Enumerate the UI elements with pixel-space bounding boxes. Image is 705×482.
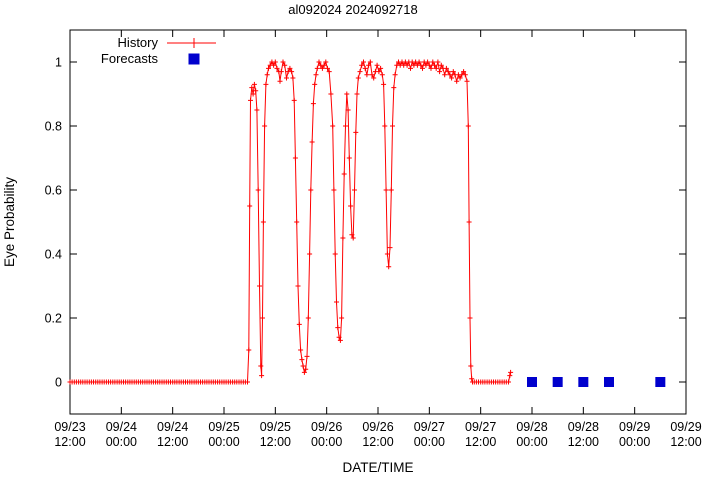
forecast-series bbox=[527, 377, 666, 387]
legend-forecasts-square-sample bbox=[188, 53, 200, 65]
y-tick-label: 0.2 bbox=[45, 312, 62, 326]
x-tick-label-date: 09/24 bbox=[106, 420, 137, 434]
axis-tick-labels: 09/2312:0009/2400:0009/2412:0009/2500:00… bbox=[45, 56, 702, 450]
forecast-point bbox=[604, 377, 614, 387]
history-markers bbox=[67, 59, 514, 385]
x-axis-label: DATE/TIME bbox=[342, 460, 413, 475]
x-tick-label-date: 09/28 bbox=[516, 420, 547, 434]
y-tick-label: 1 bbox=[55, 56, 62, 70]
x-tick-label-date: 09/29 bbox=[670, 420, 701, 434]
history-series bbox=[67, 59, 514, 385]
x-tick-label-time: 12:00 bbox=[54, 435, 85, 449]
legend-forecasts-label: Forecasts bbox=[101, 51, 159, 66]
legend: History Forecasts bbox=[101, 35, 216, 66]
x-tick-label-date: 09/26 bbox=[362, 420, 393, 434]
x-tick-label-time: 12:00 bbox=[670, 435, 701, 449]
y-tick-label: 0.6 bbox=[45, 184, 62, 198]
x-tick-label-time: 00:00 bbox=[414, 435, 445, 449]
x-tick-label-date: 09/23 bbox=[54, 420, 85, 434]
legend-history-marker-sample bbox=[189, 38, 199, 48]
forecast-point bbox=[552, 377, 563, 387]
x-tick-label-time: 12:00 bbox=[157, 435, 188, 449]
x-tick-label-time: 00:00 bbox=[516, 435, 547, 449]
y-axis-label: Eye Probability bbox=[2, 177, 17, 267]
forecast-point bbox=[655, 377, 666, 387]
x-tick-label-date: 09/27 bbox=[465, 420, 496, 434]
axes bbox=[69, 29, 687, 415]
x-tick-label-time: 00:00 bbox=[106, 435, 137, 449]
x-tick-label-date: 09/24 bbox=[157, 420, 188, 434]
legend-history-label: History bbox=[118, 35, 159, 50]
legend-samples bbox=[167, 38, 216, 65]
forecast-point bbox=[527, 377, 537, 387]
x-tick-label-date: 09/26 bbox=[311, 420, 342, 434]
history-line bbox=[70, 60, 512, 383]
y-tick-label: 0 bbox=[55, 376, 62, 390]
x-tick-label-date: 09/29 bbox=[619, 420, 650, 434]
x-tick-label-date: 09/25 bbox=[208, 420, 239, 434]
forecast-point bbox=[578, 377, 589, 387]
x-tick-label-time: 12:00 bbox=[568, 435, 599, 449]
x-tick-label-time: 12:00 bbox=[465, 435, 496, 449]
x-tick-label-time: 12:00 bbox=[260, 435, 291, 449]
x-tick-label-date: 09/25 bbox=[260, 420, 291, 434]
chart-title: al092024 2024092718 bbox=[288, 2, 417, 17]
y-tick-label: 0.8 bbox=[45, 120, 62, 134]
x-tick-label-time: 00:00 bbox=[208, 435, 239, 449]
x-tick-label-time: 00:00 bbox=[619, 435, 650, 449]
x-tick-label-date: 09/27 bbox=[414, 420, 445, 434]
x-tick-label-time: 00:00 bbox=[311, 435, 342, 449]
x-tick-label-date: 09/28 bbox=[568, 420, 599, 434]
plot-border bbox=[69, 29, 687, 415]
x-tick-label-time: 12:00 bbox=[362, 435, 393, 449]
y-tick-label: 0.4 bbox=[45, 248, 62, 262]
